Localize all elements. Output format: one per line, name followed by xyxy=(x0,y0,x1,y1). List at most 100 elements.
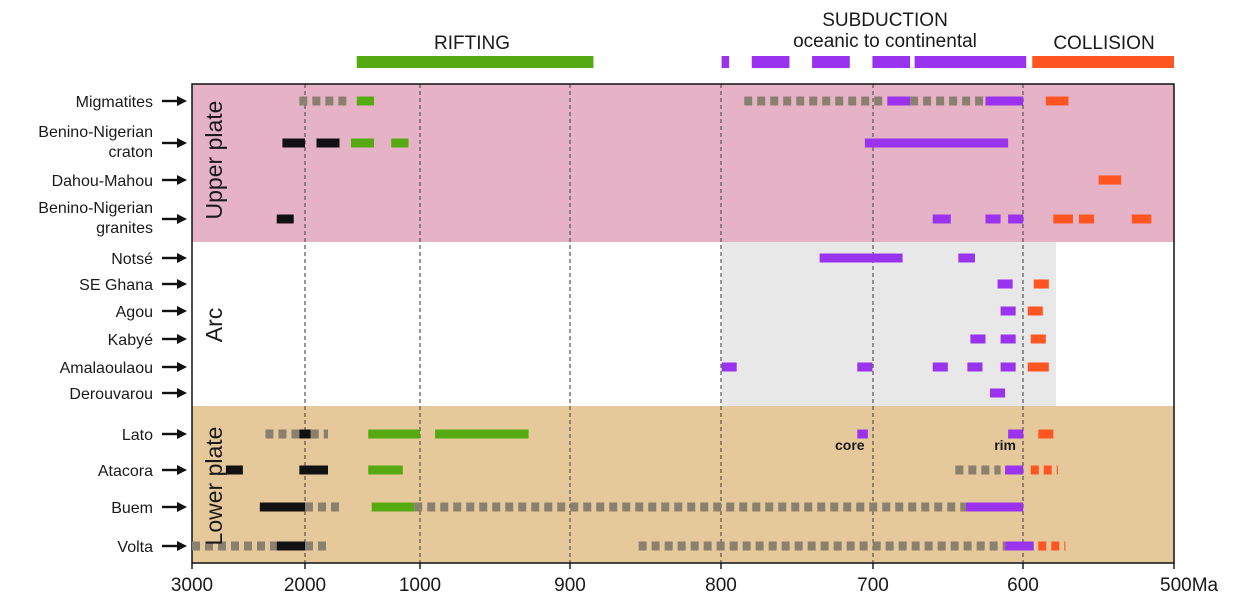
segment xyxy=(1005,465,1024,475)
row-arrow-icon xyxy=(177,334,187,344)
segment xyxy=(721,362,737,372)
labels-layer: 3000 2000 1000 900 800 700 600 500Ma RIFTING SUBD… xyxy=(38,10,1218,596)
x-tick-label: 800 xyxy=(705,575,737,596)
segment xyxy=(282,138,305,148)
phase-label-rifting: RIFTING xyxy=(434,33,510,54)
phase-bar xyxy=(1032,56,1174,68)
phase-bar xyxy=(914,56,1027,68)
row-arrow-icon xyxy=(177,253,187,263)
segment xyxy=(1000,306,1016,316)
upper-plate-band xyxy=(192,84,1174,242)
group-label-upper-plate: Upper plate xyxy=(201,101,227,220)
phase-bar xyxy=(812,56,850,68)
segment xyxy=(1027,306,1043,316)
segment xyxy=(970,334,986,344)
phase-sublabel-subduction: oceanic to continental xyxy=(793,31,977,52)
x-tick-label: 600 xyxy=(1007,575,1039,596)
segment xyxy=(997,279,1013,289)
row-arrow-icon xyxy=(177,465,187,475)
segment xyxy=(887,96,911,106)
segment xyxy=(259,502,305,512)
x-tick-label: 1000 xyxy=(399,575,441,596)
x-tick-label: 900 xyxy=(554,575,586,596)
segment xyxy=(351,138,374,148)
row-label: Migmatites xyxy=(76,94,153,111)
segment xyxy=(958,253,975,263)
segment xyxy=(356,96,374,106)
segment xyxy=(1045,96,1069,106)
segment xyxy=(225,465,243,475)
phase-label-collision: COLLISION xyxy=(1053,33,1154,54)
row-arrow-icon xyxy=(177,96,187,106)
row-label: Buem xyxy=(111,500,153,517)
segments-layer xyxy=(192,96,1152,551)
segment xyxy=(857,429,868,439)
segment xyxy=(435,429,529,439)
row-arrow-icon xyxy=(177,429,187,439)
segment xyxy=(1008,429,1024,439)
phase-bar xyxy=(721,56,730,68)
phase-bar xyxy=(872,56,911,68)
row-label: Volta xyxy=(117,539,153,556)
segment xyxy=(864,138,1009,148)
row-arrow-icon xyxy=(177,362,187,372)
phase-bar xyxy=(751,56,790,68)
row-arrow-icon xyxy=(177,306,187,316)
group-label-arc: Arc xyxy=(201,308,227,343)
x-tick-label: 500Ma xyxy=(1160,575,1219,596)
annotation-rim: rim xyxy=(994,437,1016,453)
segment xyxy=(368,465,403,475)
segment xyxy=(990,388,1006,398)
segment xyxy=(1098,175,1122,185)
row-label: Benino-Nigerian xyxy=(38,200,153,217)
row-label: SE Ghana xyxy=(79,277,153,294)
segment xyxy=(368,429,420,439)
annotation-core: core xyxy=(835,437,865,453)
x-tick-label: 2000 xyxy=(284,575,326,596)
segment xyxy=(1027,362,1049,372)
plot-frame xyxy=(191,83,1175,564)
row-arrow-icon xyxy=(177,388,187,398)
segment xyxy=(299,429,311,439)
segment xyxy=(1000,334,1016,344)
row-arrow-icon xyxy=(177,175,187,185)
segment xyxy=(299,465,328,475)
segment xyxy=(819,253,903,263)
row-arrow-icon xyxy=(177,214,187,224)
row-arrow-icon xyxy=(177,541,187,551)
background-layer xyxy=(192,84,1174,563)
segment xyxy=(985,96,1024,106)
segment xyxy=(1053,214,1073,224)
row-arrow-icon xyxy=(177,502,187,512)
phase-bars-layer xyxy=(356,56,1174,68)
phase-bar xyxy=(356,56,594,68)
segment xyxy=(965,502,1024,512)
row-label: Derouvarou xyxy=(69,386,153,403)
segment xyxy=(1030,334,1046,344)
segment xyxy=(276,541,305,551)
row-label: Benino-Nigerian xyxy=(38,124,153,141)
row-label: Amalaoulaou xyxy=(60,360,153,377)
row-arrow-icon xyxy=(177,279,187,289)
segment xyxy=(1078,214,1095,224)
segment xyxy=(985,214,1001,224)
segment xyxy=(857,362,873,372)
x-tick-label: 3000 xyxy=(171,575,213,596)
arc-shaded-zone xyxy=(721,242,1056,406)
grid-layer xyxy=(191,83,1175,569)
row-label-line2: craton xyxy=(109,144,153,161)
row-label: Notsé xyxy=(111,251,153,268)
row-label: Kabyé xyxy=(108,332,153,349)
segment xyxy=(1033,279,1049,289)
row-label: Agou xyxy=(116,304,153,321)
segment xyxy=(1038,429,1054,439)
segment xyxy=(932,362,948,372)
group-label-lower-plate: Lower plate xyxy=(201,427,227,546)
segment xyxy=(1131,214,1152,224)
lower-plate-band xyxy=(192,406,1174,563)
segment xyxy=(391,138,409,148)
row-label: Atacora xyxy=(98,463,153,480)
row-label: Dahou-Mahou xyxy=(52,173,153,190)
segment xyxy=(371,502,415,512)
